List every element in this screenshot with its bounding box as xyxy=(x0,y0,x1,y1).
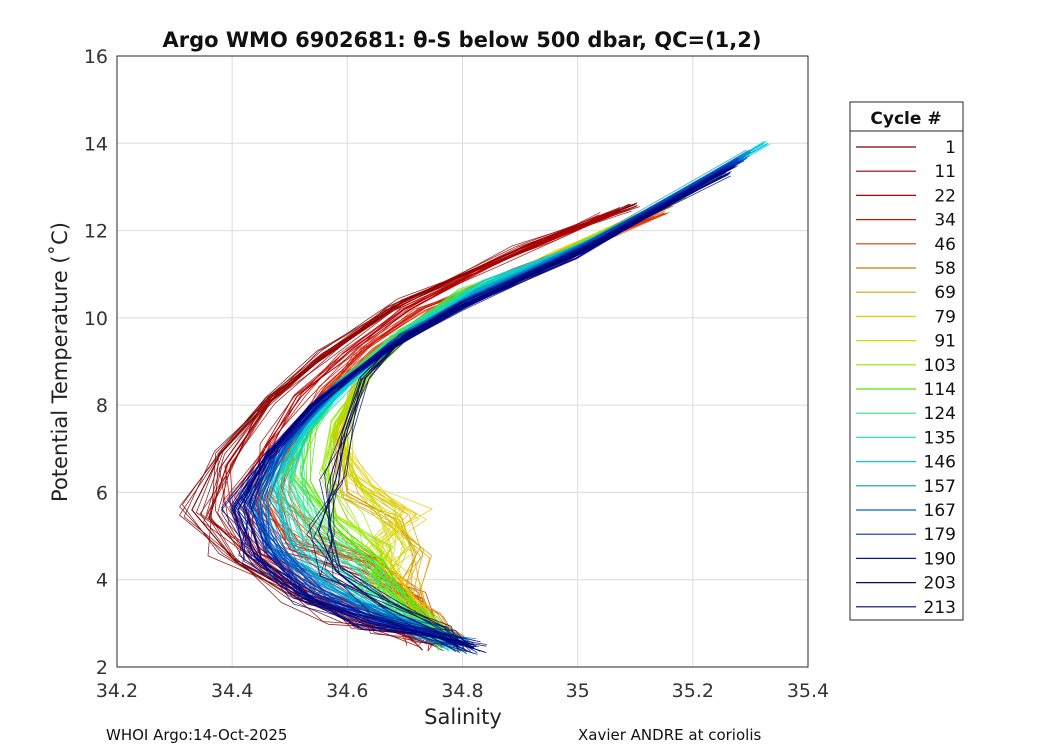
legend-entry-34: 34 xyxy=(856,211,956,231)
legend-entry-179: 179 xyxy=(856,525,956,545)
series-line-1-cycle xyxy=(183,203,630,648)
chart-title: Argo WMO 6902681: θ-S below 500 dbar, QC… xyxy=(163,28,762,52)
y-tick-label: 14 xyxy=(84,133,108,155)
y-tick-label: 4 xyxy=(96,570,108,592)
y-tick-label: 16 xyxy=(84,46,108,68)
x-tick-label: 34.2 xyxy=(96,680,138,702)
legend-label: 103 xyxy=(924,356,956,376)
legend-entry-157: 157 xyxy=(856,477,956,497)
y-tick-label: 8 xyxy=(96,395,108,417)
legend-entry-146: 146 xyxy=(856,453,956,473)
legend-label: 213 xyxy=(924,598,956,618)
legend-label: 135 xyxy=(924,428,956,448)
y-tick-label: 2 xyxy=(96,657,108,679)
legend-entry-114: 114 xyxy=(856,380,956,400)
legend-label: 11 xyxy=(934,162,956,182)
legend-items: 1112234465869799110311412413514615716717… xyxy=(856,138,956,618)
series-line-114-cycle xyxy=(309,195,681,639)
y-tick-label: 6 xyxy=(96,482,108,504)
legend: Cycle # 11122344658697991103114124135146… xyxy=(849,101,964,621)
plot-area-border xyxy=(116,55,809,668)
x-axis-label: Salinity xyxy=(424,705,502,729)
series-line-213-cycle xyxy=(232,168,724,654)
series-line-167-cycle xyxy=(265,157,745,644)
legend-label: 146 xyxy=(924,453,956,473)
footer-left: WHOI Argo:14-Oct-2025 xyxy=(106,726,287,744)
legend-label: 91 xyxy=(934,332,956,352)
series-line-1-cycle xyxy=(179,204,631,651)
legend-label: 79 xyxy=(934,307,956,327)
legend-entry-91: 91 xyxy=(856,332,956,352)
legend-label: 46 xyxy=(934,235,956,255)
x-tick-label: 35.2 xyxy=(672,680,714,702)
legend-entry-22: 22 xyxy=(856,186,956,206)
y-tick-label: 12 xyxy=(84,221,108,243)
series-line-213-cycle xyxy=(245,170,723,643)
legend-entry-11: 11 xyxy=(856,162,956,182)
legend-entry-190: 190 xyxy=(856,549,956,569)
legend-label: 34 xyxy=(934,211,956,231)
x-tick-labels: 34.2 34.4 34.6 34.8 35 35.2 35.4 xyxy=(96,680,829,702)
y-tick-labels: 2 4 6 8 10 12 14 16 xyxy=(84,46,108,679)
x-tick-label: 34.8 xyxy=(441,680,483,702)
legend-entry-58: 58 xyxy=(856,259,956,279)
legend-label: 22 xyxy=(934,186,956,206)
legend-label: 1 xyxy=(945,138,956,158)
y-axis-label: Potential Temperature (˚C) xyxy=(48,222,72,502)
legend-entry-213: 213 xyxy=(856,598,956,618)
legend-label: 124 xyxy=(924,404,956,424)
legend-label: 114 xyxy=(924,380,956,400)
legend-entry-103: 103 xyxy=(856,356,956,376)
series-line-213-cycle xyxy=(234,166,733,652)
y-tick-label: 10 xyxy=(84,308,108,330)
series-line-203-cycle xyxy=(326,175,731,649)
legend-entry-79: 79 xyxy=(856,307,956,327)
legend-entry-203: 203 xyxy=(856,574,956,594)
legend-entry-46: 46 xyxy=(856,235,956,255)
legend-entry-69: 69 xyxy=(856,283,956,303)
legend-title: Cycle # xyxy=(870,109,941,129)
x-tick-label: 34.6 xyxy=(326,680,368,702)
legend-label: 203 xyxy=(924,574,956,594)
series-line-213-cycle xyxy=(220,168,728,654)
legend-entry-124: 124 xyxy=(856,404,956,424)
series-line-203-cycle xyxy=(324,174,729,655)
legend-entry-135: 135 xyxy=(856,428,956,448)
series-line-124-cycle xyxy=(301,205,663,640)
legend-label: 179 xyxy=(924,525,956,545)
legend-entry-167: 167 xyxy=(856,501,956,521)
legend-label: 167 xyxy=(924,501,956,521)
x-tick-label: 35 xyxy=(566,680,590,702)
series-213 xyxy=(220,166,734,654)
legend-label: 58 xyxy=(934,259,956,279)
data-series xyxy=(179,141,771,655)
legend-label: 157 xyxy=(924,477,956,497)
legend-label: 69 xyxy=(934,283,956,303)
legend-entry-1: 1 xyxy=(856,138,956,158)
x-tick-label: 34.4 xyxy=(211,680,253,702)
legend-label: 190 xyxy=(924,549,956,569)
x-tick-label: 35.4 xyxy=(787,680,829,702)
footer-right: Xavier ANDRE at coriolis xyxy=(578,726,761,744)
series-line-213-cycle xyxy=(231,168,730,653)
